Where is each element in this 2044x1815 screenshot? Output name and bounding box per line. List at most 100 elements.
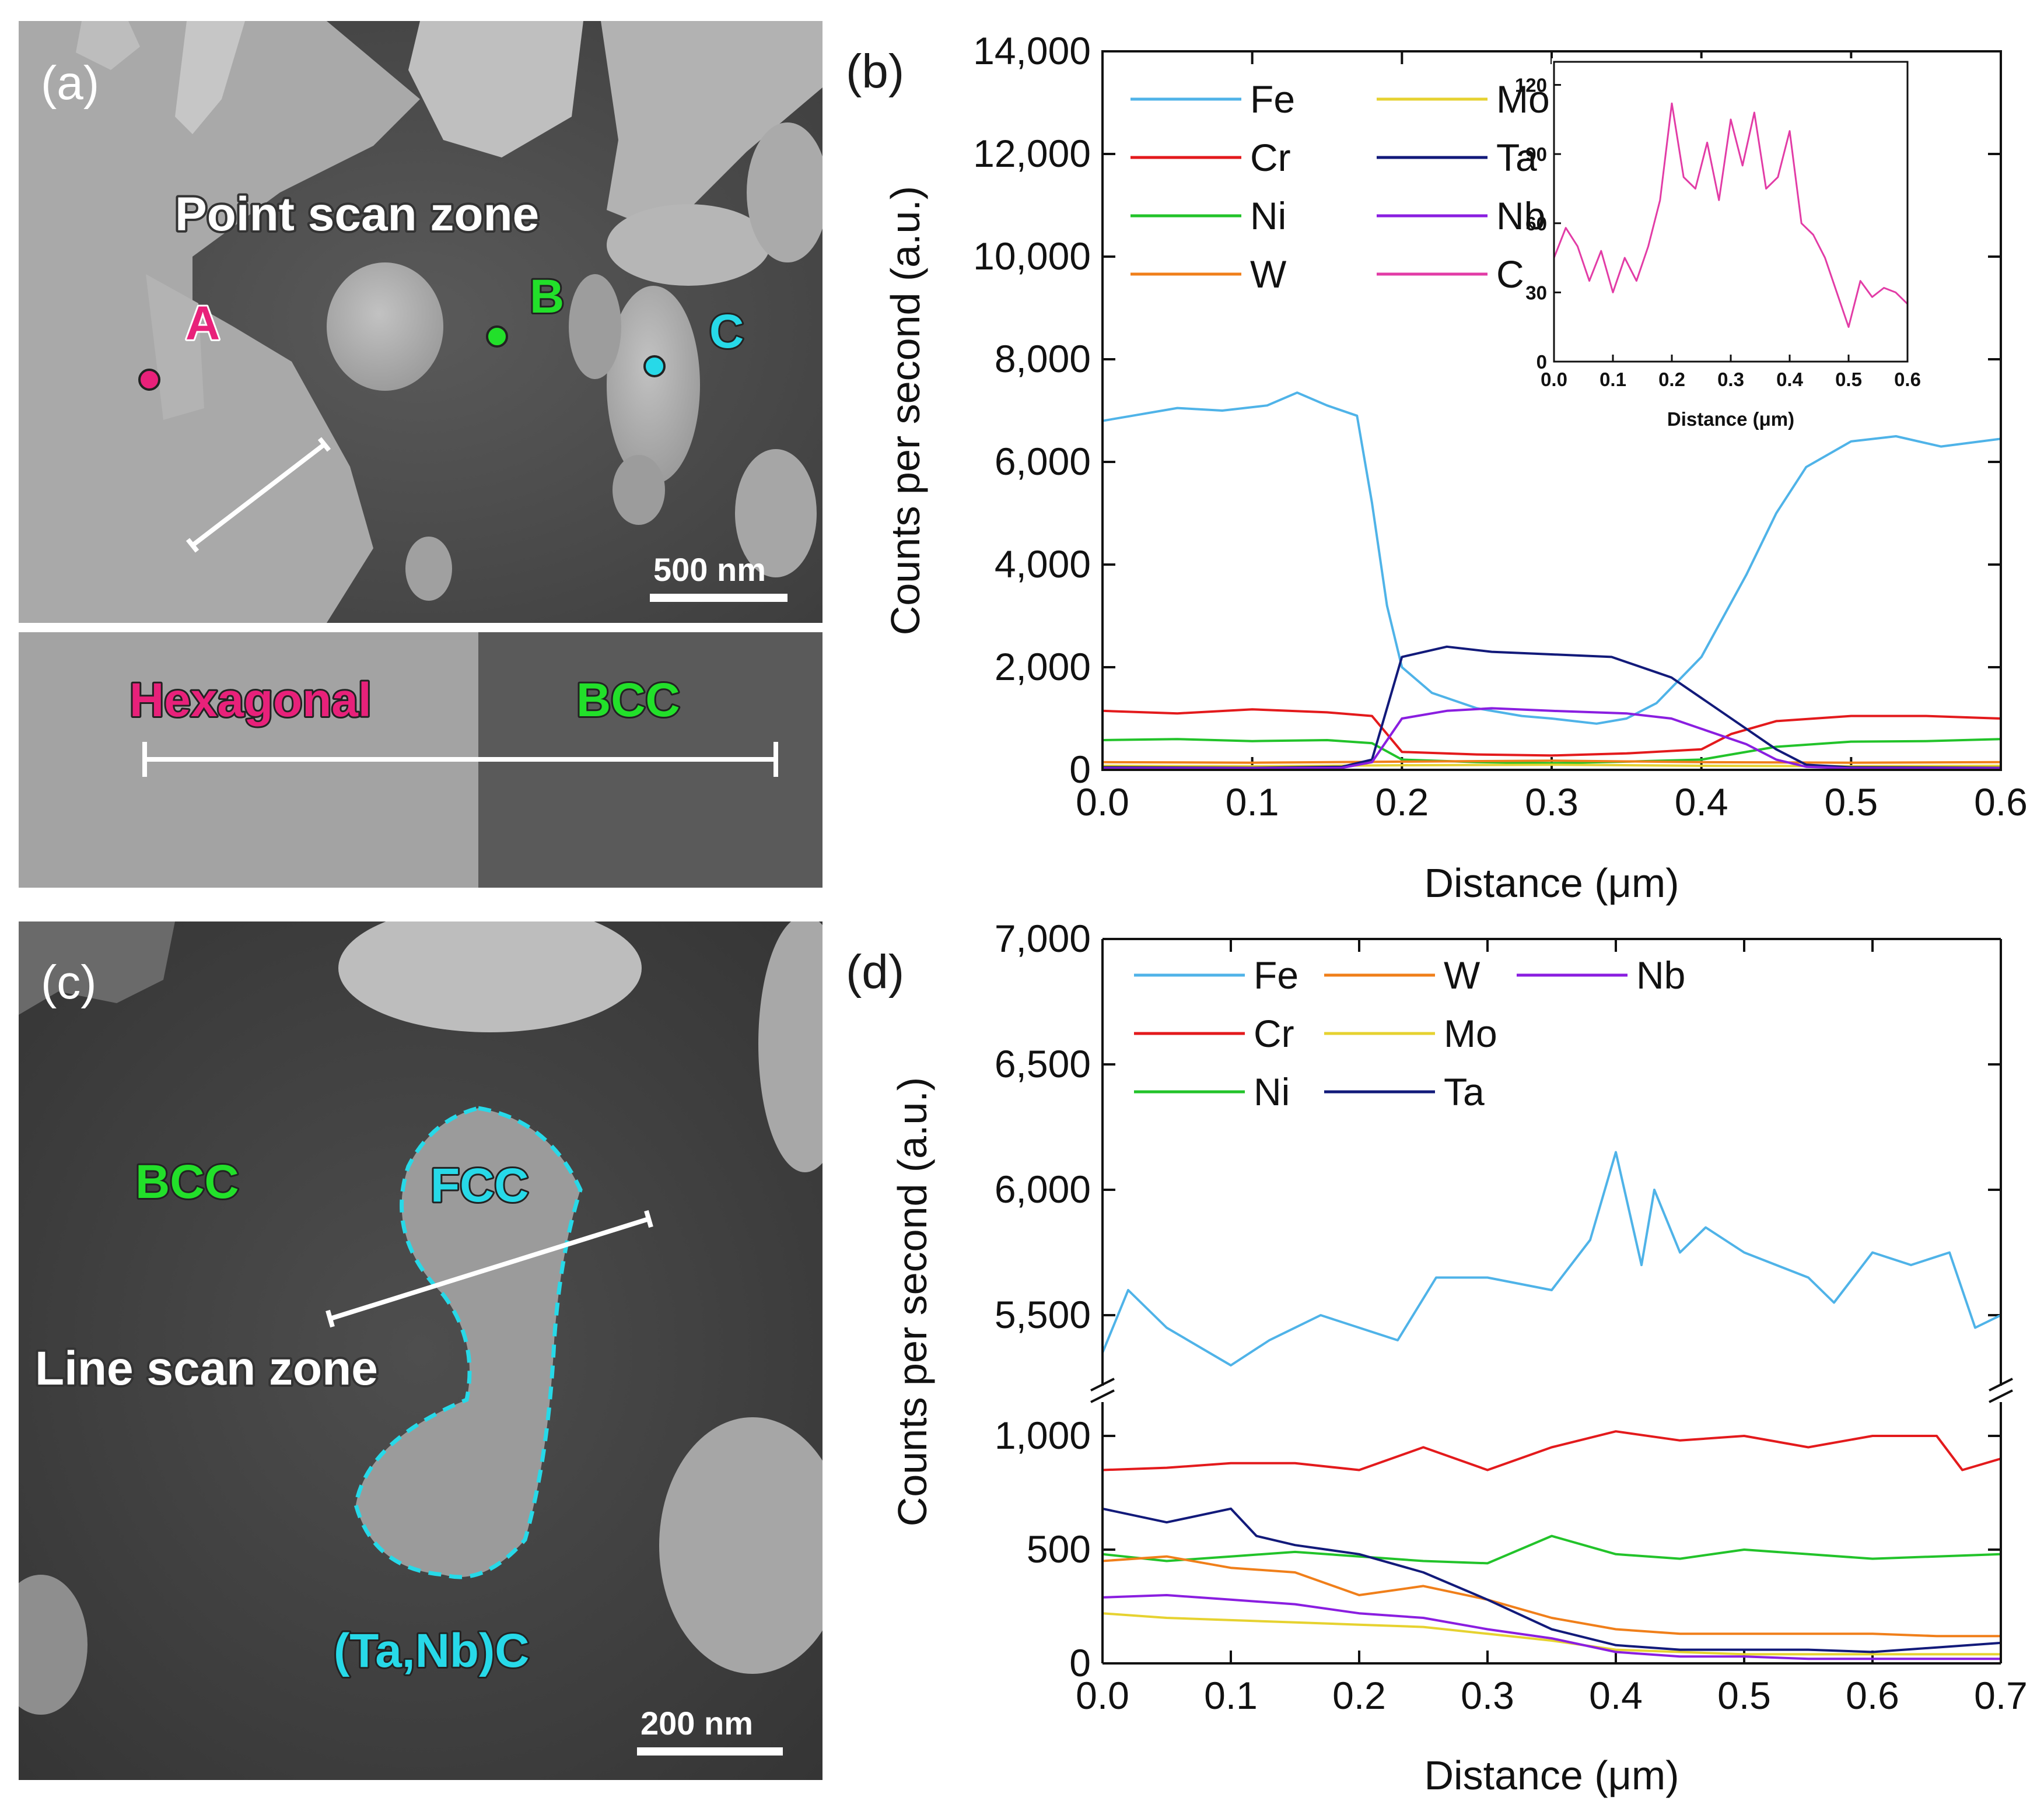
scale-bar-c-line bbox=[637, 1747, 783, 1756]
chart-b-frame bbox=[1101, 50, 2002, 771]
chart-d-series-fe bbox=[1102, 1151, 2001, 1366]
chart-d-ytick-label-upper: 5,500 bbox=[995, 1293, 1091, 1336]
chart-b-xtick-label: 0.3 bbox=[1525, 780, 1578, 824]
chart-b-series-w bbox=[1102, 759, 2001, 764]
point-c-label: C bbox=[709, 305, 744, 358]
chart-d-ticks: 0.0 0.1 0.2 0.3 0.4 0.5 0.6 0.7 5,500 6,000 6,500 7… bbox=[995, 917, 2028, 1717]
chart-d-legend-label-ni: Ni bbox=[1254, 1070, 1290, 1113]
chart-b-series-cr bbox=[1102, 708, 2001, 757]
chart-b-inset-xtick-label: 0.3 bbox=[1717, 369, 1744, 390]
chart-d-xtick-label: 0.0 bbox=[1076, 1674, 1129, 1717]
chart-b-legend-label-mo: Mo bbox=[1496, 78, 1550, 121]
panel-c-letter: (c) bbox=[41, 956, 97, 1009]
chart-d-ytick-label-lower: 0 bbox=[1069, 1641, 1091, 1684]
chart-b-xlabel: Distance (μm) bbox=[1424, 860, 1679, 906]
chart-d-series-upper bbox=[1102, 1151, 2001, 1366]
chart-b-inset-ytick-label: 90 bbox=[1525, 143, 1547, 165]
chart-b-legend: Fe Cr Ni W Mo Ta Nb C bbox=[1130, 78, 1550, 296]
chart-b-inset-xtick-label: 0.6 bbox=[1894, 369, 1921, 390]
panel-c-texture bbox=[19, 921, 822, 1715]
chart-b-inset-xtick-label: 0.0 bbox=[1541, 369, 1567, 390]
hexagonal-label: Hexagonal bbox=[130, 674, 372, 727]
fcc-label: FCC bbox=[430, 1159, 529, 1212]
line-scan-marker-c bbox=[326, 1210, 653, 1328]
chart-d-series-ni bbox=[1102, 1534, 2001, 1565]
chart-b-xtick-label: 0.1 bbox=[1226, 780, 1279, 824]
chart-d-xlabel: Distance (μm) bbox=[1424, 1753, 1679, 1798]
chart-b-ylabel: Counts per second (a.u.) bbox=[883, 186, 928, 635]
panel-a-letter: (a) bbox=[41, 57, 99, 110]
chart-b-ytick-label: 6,000 bbox=[995, 440, 1091, 483]
chart-d-axis-break bbox=[1090, 1378, 2013, 1403]
chart-b-ytick-label: 10,000 bbox=[973, 234, 1091, 278]
point-a-label: A bbox=[186, 297, 220, 350]
chart-d-legend-label-cr: Cr bbox=[1254, 1012, 1294, 1055]
chart-b-xtick-label: 0.0 bbox=[1076, 780, 1129, 824]
chart-b-inset-xlabel: Distance (μm) bbox=[1667, 408, 1794, 430]
chart-d-xtick-label: 0.7 bbox=[1974, 1674, 2028, 1717]
scale-bar-a: 500 nm bbox=[650, 551, 788, 602]
scale-bar-c: 200 nm bbox=[637, 1705, 783, 1756]
bcc-label-a: BCC bbox=[576, 674, 680, 727]
chart-b-legend-label-ni: Ni bbox=[1250, 194, 1286, 237]
chart-b-series-nb bbox=[1102, 707, 2001, 770]
chart-b-series-ta bbox=[1102, 645, 2001, 769]
chart-d-ytick-label-lower: 1,000 bbox=[995, 1414, 1091, 1457]
chart-d-ytick-label-upper: 7,000 bbox=[995, 917, 1091, 960]
chart-d-ytick-label-upper: 6,500 bbox=[995, 1042, 1091, 1085]
chart-b-series-ni bbox=[1102, 738, 2001, 765]
chart-d-series-mo bbox=[1102, 1612, 2001, 1656]
scale-bar-c-label: 200 nm bbox=[640, 1705, 753, 1742]
chart-d-ytick-label-upper: 6,000 bbox=[995, 1168, 1091, 1211]
chart-b-inset-ytick-label: 120 bbox=[1515, 75, 1547, 96]
chart-d-series-nb bbox=[1102, 1594, 2001, 1660]
chart-b-inset-series-c bbox=[1553, 102, 1909, 328]
point-marker-a: A bbox=[138, 295, 222, 391]
panel-a-texture bbox=[19, 21, 822, 623]
point-marker-c: C bbox=[643, 303, 746, 377]
chart-d-ylabel: Counts per second (a.u.) bbox=[890, 1077, 935, 1526]
chart-b-inset-ytick-label: 60 bbox=[1525, 213, 1547, 234]
line-scan-marker-a bbox=[186, 437, 331, 553]
chart-d-series-ta bbox=[1102, 1507, 2001, 1653]
chart-b-inset-series bbox=[1553, 102, 1909, 328]
point-marker-b: B bbox=[486, 268, 566, 348]
chart-b-inset-xtick-label: 0.1 bbox=[1600, 369, 1626, 390]
chart-b-legend-label-ta: Ta bbox=[1496, 136, 1537, 179]
panel-a-subimage: Hexagonal BCC bbox=[19, 632, 822, 888]
chart-d-legend-label-mo: Mo bbox=[1444, 1012, 1497, 1055]
chart-b-xtick-label: 0.2 bbox=[1375, 780, 1429, 824]
panel-d-letter: (d) bbox=[846, 945, 904, 998]
chart-b-inset: 0.0 0.1 0.2 0.3 0.4 0.5 0.6 0 30 60 90 120 Distance… bbox=[1515, 58, 1921, 430]
chart-b-ticks: 0.0 0.1 0.2 0.3 0.4 0.5 0.6 0 2,000 4,000 6,000 8,0… bbox=[973, 29, 2028, 824]
chart-d-xtick-label: 0.1 bbox=[1204, 1674, 1258, 1717]
chart-b-legend-label-fe: Fe bbox=[1250, 78, 1295, 121]
chart-d-legend: Fe Cr Ni W Mo Ta Nb bbox=[1134, 954, 1685, 1113]
chart-b-series bbox=[1102, 391, 2001, 770]
chart-d-legend-label-ta: Ta bbox=[1444, 1070, 1485, 1113]
chart-b-ytick-label: 2,000 bbox=[995, 645, 1091, 688]
chart-b-inset-bg bbox=[1552, 58, 1908, 362]
carbide-label: (Ta,Nb)C bbox=[334, 1624, 530, 1677]
chart-b-inset-ytick-label: 0 bbox=[1536, 351, 1547, 373]
chart-d-xtick-label: 0.2 bbox=[1332, 1674, 1386, 1717]
scale-bar-a-line bbox=[650, 594, 788, 602]
chart-b-series-fe bbox=[1102, 391, 2001, 725]
panel-b-letter: (b) bbox=[846, 45, 904, 98]
fcc-grain-outline bbox=[354, 1106, 583, 1579]
point-b-dot bbox=[486, 325, 508, 348]
chart-b-xtick-label: 0.5 bbox=[1824, 780, 1878, 824]
chart-b-ytick-label: 14,000 bbox=[973, 29, 1091, 72]
line-scan-zone-label: Line scan zone bbox=[35, 1342, 378, 1395]
chart-b: (b) 0.0 0.1 0.2 0.3 0.4 0.5 0.6 0 2,000 4,000 6,00… bbox=[846, 29, 2028, 906]
chart-b-ytick-label: 0 bbox=[1069, 748, 1091, 791]
point-a-dot bbox=[138, 369, 160, 391]
chart-b-inset-xtick-label: 0.5 bbox=[1835, 369, 1862, 390]
chart-b-ytick-label: 12,000 bbox=[973, 132, 1091, 175]
chart-d-legend-label-w: W bbox=[1444, 954, 1480, 997]
point-b-label: B bbox=[530, 270, 564, 323]
chart-d-ytick-label-lower: 500 bbox=[1027, 1527, 1091, 1571]
chart-d-series-w bbox=[1102, 1555, 2001, 1638]
chart-d-series-cr bbox=[1102, 1430, 2001, 1471]
